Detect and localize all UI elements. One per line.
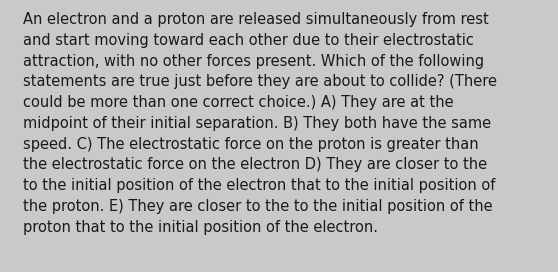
Text: An electron and a proton are released simultaneously from rest
and start moving : An electron and a proton are released si… [23,12,497,235]
